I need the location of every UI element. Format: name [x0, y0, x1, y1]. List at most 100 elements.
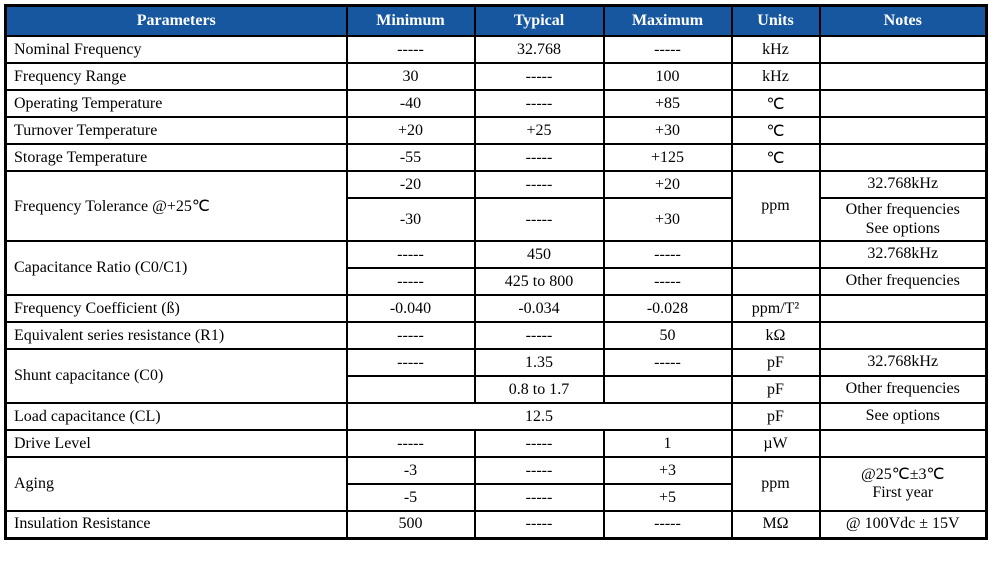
cell-notes [818, 89, 988, 118]
row-aging-2: -5 ----- +5 [6, 483, 987, 512]
row-capacitance-ratio-1: Capacitance Ratio (C0/C1) ----- 450 ----… [4, 240, 988, 296]
cell-min: ----- [345, 240, 476, 269]
cell-param: Equivalent series resistance (R1) [4, 321, 348, 350]
cell-min: 30 [345, 62, 476, 91]
header-notes: Notes [818, 4, 988, 37]
cell-max: +30 [602, 197, 733, 242]
cell-units [730, 267, 821, 296]
row-operating-temperature: Operating Temperature -40 ----- +85 ℃ [4, 89, 988, 118]
cell-param: Operating Temperature [4, 89, 348, 118]
cell-max: ----- [602, 510, 733, 539]
cell-typ: ----- [473, 170, 605, 199]
cell-param: Load capacitance (CL) [4, 402, 348, 431]
cell-param: Capacitance Ratio (C0/C1) [4, 240, 348, 296]
cell-units: ℃ [730, 89, 821, 118]
cell-notes [818, 143, 988, 172]
cell-min: ----- [345, 35, 476, 64]
cell-notes [818, 62, 988, 91]
cell-units: pF [730, 348, 821, 377]
cell-typ: 0.8 to 1.7 [473, 375, 605, 404]
cell-units: ℃ [730, 143, 821, 172]
row-shunt-capacitance-1: Shunt capacitance (C0) ----- 1.35 ----- … [4, 348, 988, 404]
cell-param: Nominal Frequency [4, 35, 348, 64]
cell-max [602, 375, 733, 404]
cell-max: +85 [602, 89, 733, 118]
header-parameters: Parameters [4, 4, 348, 37]
cell-units [730, 240, 821, 269]
cell-max: +20 [602, 170, 733, 199]
header-maximum: Maximum [602, 4, 733, 37]
cell-min: -5 [345, 483, 476, 512]
cell-units: ppm [730, 170, 821, 242]
cell-units: kHz [730, 35, 821, 64]
row-frequency-tolerance-1: Frequency Tolerance @+25℃ -20 ----- +20 … [4, 170, 988, 242]
cell-notes [818, 35, 988, 64]
cell-value: 12.5 [345, 402, 733, 431]
row-load-capacitance: Load capacitance (CL) 12.5 pF See option… [4, 402, 988, 431]
header-units: Units [730, 4, 821, 37]
row-frequency-range: Frequency Range 30 ----- 100 kHz [4, 62, 988, 91]
cell-typ: ----- [473, 143, 605, 172]
cell-notes: Other frequencies [818, 375, 988, 404]
header-minimum: Minimum [345, 4, 476, 37]
cell-min: -30 [345, 197, 476, 242]
cell-min: +20 [345, 116, 476, 145]
cell-max: -0.028 [602, 294, 733, 323]
cell-typ: ----- [473, 62, 605, 91]
cell-units: MΩ [730, 510, 821, 539]
row-drive-level: Drive Level ----- ----- 1 µW [4, 429, 988, 458]
cell-notes: 32.768kHz [818, 240, 988, 269]
cell-max: +3 [602, 456, 733, 485]
cell-notes: 32.768kHz [818, 348, 988, 377]
cell-min: -55 [345, 143, 476, 172]
cell-min: ----- [345, 321, 476, 350]
row-capacitance-ratio-2: ----- 425 to 800 ----- Other frequencies [6, 267, 988, 296]
cell-max: +5 [602, 483, 733, 512]
cell-min: -20 [345, 170, 476, 199]
cell-max: 1 [602, 429, 733, 458]
cell-min [345, 375, 476, 404]
cell-notes: @ 100Vdc ± 15V [818, 510, 988, 539]
cell-units: µW [730, 429, 821, 458]
cell-units: kHz [730, 62, 821, 91]
cell-typ: ----- [473, 197, 605, 242]
cell-units: pF [730, 375, 821, 404]
row-storage-temperature: Storage Temperature -55 ----- +125 ℃ [4, 143, 988, 172]
row-equivalent-series-resistance: Equivalent series resistance (R1) ----- … [4, 321, 988, 350]
cell-notes: Other frequencies [818, 267, 988, 296]
header-row: Parameters Minimum Typical Maximum Units… [4, 4, 988, 37]
cell-typ: ----- [473, 456, 605, 485]
row-turnover-temperature: Turnover Temperature +20 +25 +30 ℃ [4, 116, 988, 145]
cell-typ: 1.35 [473, 348, 605, 377]
cell-notes: Other frequencies See options [818, 197, 988, 242]
cell-units: pF [730, 402, 821, 431]
cell-param: Aging [4, 456, 348, 512]
cell-notes [818, 294, 988, 323]
cell-min: 500 [345, 510, 476, 539]
cell-notes: See options [818, 402, 988, 431]
row-frequency-coefficient: Frequency Coefficient (ß) -0.040 -0.034 … [4, 294, 988, 323]
cell-param: Turnover Temperature [4, 116, 348, 145]
spec-table: Parameters Minimum Typical Maximum Units… [4, 4, 988, 540]
cell-units: ppm [730, 456, 821, 512]
cell-typ: ----- [473, 321, 605, 350]
cell-min: -3 [345, 456, 476, 485]
cell-max: 100 [602, 62, 733, 91]
row-shunt-capacitance-2: 0.8 to 1.7 pF Other frequencies [6, 375, 988, 404]
cell-typ: -0.034 [473, 294, 605, 323]
row-aging-1: Aging -3 ----- +3 ppm @25℃±3℃ First year [4, 456, 988, 512]
cell-min: ----- [345, 348, 476, 377]
cell-typ: +25 [473, 116, 605, 145]
cell-max: +30 [602, 116, 733, 145]
cell-param: Frequency Range [4, 62, 348, 91]
cell-typ: 32.768 [473, 35, 605, 64]
cell-typ: ----- [473, 429, 605, 458]
row-insulation-resistance: Insulation Resistance 500 ----- ----- MΩ… [4, 510, 988, 539]
cell-min: -0.040 [345, 294, 476, 323]
cell-max: ----- [602, 267, 733, 296]
cell-param: Frequency Coefficient (ß) [4, 294, 348, 323]
cell-typ: 450 [473, 240, 605, 269]
cell-typ: ----- [473, 89, 605, 118]
cell-max: ----- [602, 240, 733, 269]
header-typical: Typical [473, 4, 605, 37]
